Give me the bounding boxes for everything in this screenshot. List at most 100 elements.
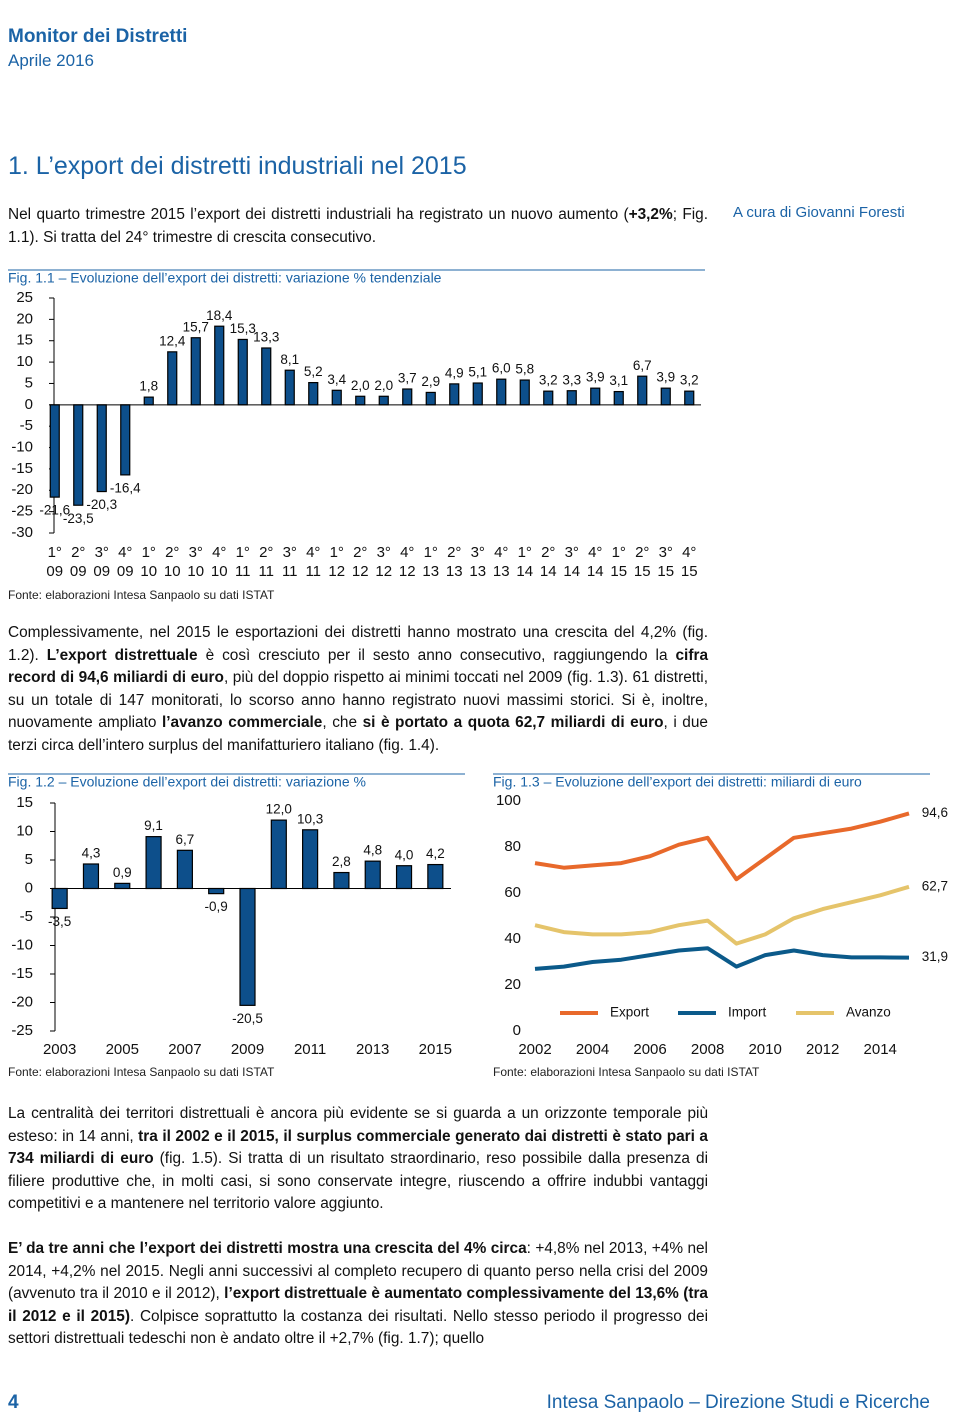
y-tick-label: 10 xyxy=(16,353,33,370)
bar xyxy=(427,863,444,890)
x-tick-label: 2004 xyxy=(576,1041,609,1058)
bar xyxy=(331,389,342,406)
value-label: 3,4 xyxy=(327,372,346,387)
value-label: 5,1 xyxy=(468,365,487,380)
bar xyxy=(284,369,295,406)
bar xyxy=(120,404,131,476)
x-tick-label: 11 xyxy=(305,563,321,580)
bar xyxy=(302,829,319,890)
publication-name: Monitor dei Distretti xyxy=(8,26,188,47)
y-tick-label: 40 xyxy=(504,930,521,947)
value-label: 3,7 xyxy=(398,371,417,386)
text: (fig. 1.5). Si tratta di un risultato st… xyxy=(8,1150,708,1212)
line-series xyxy=(534,811,910,882)
chart: Fig. 1.3 – Evoluzione dell’export dei di… xyxy=(493,773,948,1079)
value-label: 18,4 xyxy=(206,308,233,323)
bar xyxy=(237,338,248,406)
x-tick-label: 2° xyxy=(353,544,367,561)
x-tick-label: 4° xyxy=(494,544,508,561)
y-tick-label: 20 xyxy=(504,976,521,993)
x-tick-label: 4° xyxy=(118,544,132,561)
y-tick-label: -25 xyxy=(11,503,33,520)
x-tick-label: 11 xyxy=(235,563,251,580)
x-tick-label: 10 xyxy=(164,563,181,580)
value-label: -3,5 xyxy=(48,914,71,929)
x-tick-label: 2014 xyxy=(864,1041,897,1058)
text: , più del doppio rispetto ai minimi tocc… xyxy=(8,669,709,731)
bar xyxy=(472,382,483,406)
x-tick-label: 3° xyxy=(189,544,203,561)
x-tick-label: 14 xyxy=(540,563,557,580)
bar xyxy=(590,387,601,406)
bar xyxy=(96,404,107,493)
x-tick-label: 2006 xyxy=(633,1041,666,1058)
y-tick-label: -5 xyxy=(20,417,33,434)
bar xyxy=(51,887,68,910)
value-label: 6,0 xyxy=(492,361,511,376)
value-label: 5,8 xyxy=(515,362,534,377)
paragraph: E’ da tre anni che l’export dei distrett… xyxy=(8,1238,708,1351)
y-tick-label: 15 xyxy=(16,794,33,811)
legend-label: Avanzo xyxy=(846,1005,891,1020)
value-label: 3,3 xyxy=(562,372,581,387)
value-label: 2,0 xyxy=(374,378,393,393)
y-tick-label: 5 xyxy=(25,374,33,391)
chart-title: Fig. 1.2 – Evoluzione dell’export dei di… xyxy=(8,774,366,790)
y-tick-label: 60 xyxy=(504,884,521,901)
bar xyxy=(308,381,319,406)
x-tick-label: 15 xyxy=(610,563,627,580)
x-tick-label: 2009 xyxy=(231,1041,264,1058)
value-label: 6,7 xyxy=(633,358,652,373)
y-tick-label: 0 xyxy=(25,396,33,413)
x-tick-label: 13 xyxy=(493,563,510,580)
value-label: 4,8 xyxy=(363,843,382,858)
x-tick-label: 1° xyxy=(236,544,250,561)
value-label: 2,8 xyxy=(332,854,351,869)
x-tick-label: 12 xyxy=(375,563,392,580)
y-tick-label: -20 xyxy=(11,481,33,498)
y-tick-label: -10 xyxy=(11,936,33,953)
x-tick-label: 3° xyxy=(471,544,485,561)
text: , i due terzi circa dell’intero surplus … xyxy=(8,714,708,754)
x-tick-label: 2° xyxy=(165,544,179,561)
y-tick-label: -15 xyxy=(11,460,33,477)
x-tick-label: 2° xyxy=(447,544,461,561)
value-label: 15,3 xyxy=(230,321,256,336)
x-tick-label: 14 xyxy=(587,563,604,580)
bar xyxy=(261,347,272,406)
x-tick-label: 1° xyxy=(424,544,438,561)
bar xyxy=(684,390,695,406)
x-tick-label: 13 xyxy=(422,563,439,580)
value-label: 3,2 xyxy=(539,373,558,388)
bar xyxy=(73,404,84,506)
value-label: -21,6 xyxy=(39,503,70,518)
value-label: 12,0 xyxy=(266,802,292,817)
value-label: 13,3 xyxy=(253,330,279,345)
x-tick-label: 14 xyxy=(563,563,580,580)
chart-title: Fig. 1.1 – Evoluzione dell’export dei di… xyxy=(8,270,442,286)
bold-text: l’export distrettuale è aumentato comple… xyxy=(8,1285,708,1325)
value-label: 5,2 xyxy=(304,364,323,379)
y-tick-label: -5 xyxy=(20,908,33,925)
x-tick-label: 15 xyxy=(681,563,698,580)
line-series xyxy=(534,946,910,971)
y-tick-label: 15 xyxy=(16,332,33,349)
bar xyxy=(239,887,256,1006)
value-label: 2,9 xyxy=(421,374,440,389)
x-tick-label: 2011 xyxy=(294,1041,326,1058)
bar xyxy=(355,395,366,406)
y-tick-label: -25 xyxy=(11,1022,33,1039)
value-label: 9,1 xyxy=(144,818,163,833)
bar xyxy=(270,819,287,890)
x-tick-label: 1° xyxy=(612,544,626,561)
x-tick-label: 14 xyxy=(516,563,533,580)
text: Complessivamente, nel 2015 le esportazio… xyxy=(8,624,708,664)
value-label: 12,4 xyxy=(159,333,186,348)
value-label: -20,5 xyxy=(232,1011,263,1026)
x-tick-label: 12 xyxy=(352,563,369,580)
bar xyxy=(496,378,507,406)
value-label: 94,6 xyxy=(922,805,948,820)
text: : +4,8% nel 2013, +4% nel 2014, +4,2% ne… xyxy=(8,1240,708,1302)
value-label: 15,7 xyxy=(183,319,209,334)
